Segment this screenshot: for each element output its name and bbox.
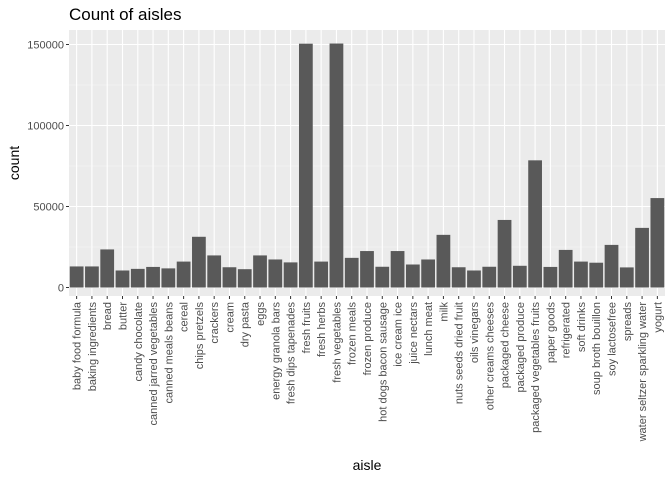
bar (344, 257, 359, 288)
x-tick-label: baking ingredients (87, 302, 99, 392)
bar (222, 267, 237, 288)
y-tick-label: 100000 (27, 121, 64, 133)
x-tick-label: paper goods (545, 302, 557, 364)
x-tick-label: baby food formula (72, 301, 84, 390)
x-tick-label: bread (102, 302, 114, 330)
x-tick-label: yogurt (652, 302, 664, 333)
bar (115, 270, 130, 288)
bar (69, 266, 84, 288)
x-tick-label: eggs (255, 302, 267, 326)
bar (283, 262, 298, 288)
bars (69, 43, 665, 288)
x-tick-label: dry pasta (240, 301, 252, 347)
x-tick-label: fresh dips tapenades (286, 302, 298, 405)
x-tick-label: frozen meals (347, 302, 359, 365)
bar (497, 219, 512, 288)
x-tick-label: crackers (209, 302, 221, 344)
bar (268, 259, 283, 288)
x-tick-label: fresh herbs (316, 302, 328, 358)
bar (512, 265, 527, 288)
bar (421, 259, 436, 288)
bar (375, 266, 390, 288)
x-tick-label: candy chocolate (133, 302, 145, 382)
x-tick-label: soup broth bouillon (591, 302, 603, 395)
x-tick-label: canned meals beans (163, 302, 175, 404)
bar (207, 255, 222, 288)
x-tick-label: butter (117, 302, 129, 330)
x-tick-label: soy lactosefree (607, 302, 619, 376)
bar (558, 249, 573, 288)
bar (619, 267, 634, 288)
bar (467, 270, 481, 288)
bar (298, 43, 313, 288)
x-tick-label: hot dogs bacon sausage (377, 302, 389, 422)
x-tick-label: packaged cheese (500, 302, 512, 388)
x-tick-label: juice nectars (408, 302, 420, 365)
x-tick-label: soft drinks (576, 302, 588, 353)
x-tick-label: lunch meat (423, 302, 435, 356)
bar (451, 267, 466, 288)
y-tick-label: 50000 (33, 202, 64, 214)
x-tick-label: spreads (622, 302, 634, 342)
x-tick-label: packaged produce (515, 302, 527, 393)
bar (543, 266, 558, 288)
bar (574, 261, 588, 288)
bar (85, 266, 99, 288)
x-tick-label: ice cream ice (393, 302, 405, 367)
bar (589, 262, 604, 288)
x-tick-label: fresh fruits (301, 302, 313, 354)
x-axis-title: aisle (353, 457, 382, 473)
x-tick-label: energy granola bars (270, 302, 282, 400)
x-tick-label: packaged vegetables fruits (530, 302, 542, 433)
bar (146, 266, 160, 288)
x-tick-label: nuts seeds dried fruit (454, 302, 466, 404)
chart-title: Count of aisles (69, 5, 181, 24)
x-tick-label: cream (224, 302, 236, 333)
bar (436, 234, 451, 288)
x-tick-label: fresh vegetables (331, 302, 343, 383)
bar (130, 268, 145, 288)
bar (100, 249, 115, 288)
bar (390, 251, 405, 288)
x-tick-label: frozen produce (362, 302, 374, 375)
bar (329, 43, 344, 288)
y-axis-title: count (6, 146, 22, 180)
y-axis: 0 50000 100000 150000 (27, 40, 69, 295)
bar (192, 236, 206, 288)
bar (253, 255, 267, 288)
bar (528, 160, 542, 288)
bar (635, 227, 649, 288)
x-tick-label: other creams cheeses (484, 302, 496, 411)
bar (161, 268, 176, 288)
x-tick-label: water seltzer sparkling water (637, 302, 649, 443)
bar (405, 264, 420, 288)
x-tick-label: chips pretzels (194, 302, 206, 370)
x-tick-label: canned jarred vegetables (148, 302, 160, 426)
y-tick-label: 0 (58, 283, 64, 295)
bar (482, 266, 497, 288)
x-tick-label: oils vinegars (469, 302, 481, 364)
x-axis: baby food formula baking ingredients bread… (72, 296, 664, 443)
bar (237, 269, 252, 288)
x-tick-label: milk (438, 302, 450, 322)
bar (360, 251, 374, 288)
y-tick-label: 150000 (27, 40, 64, 52)
bar (604, 244, 619, 288)
bar (650, 198, 665, 288)
x-tick-label: cereal (179, 302, 191, 332)
bar (314, 261, 329, 288)
x-tick-label: refrigerated (561, 302, 573, 358)
bar (176, 261, 191, 288)
